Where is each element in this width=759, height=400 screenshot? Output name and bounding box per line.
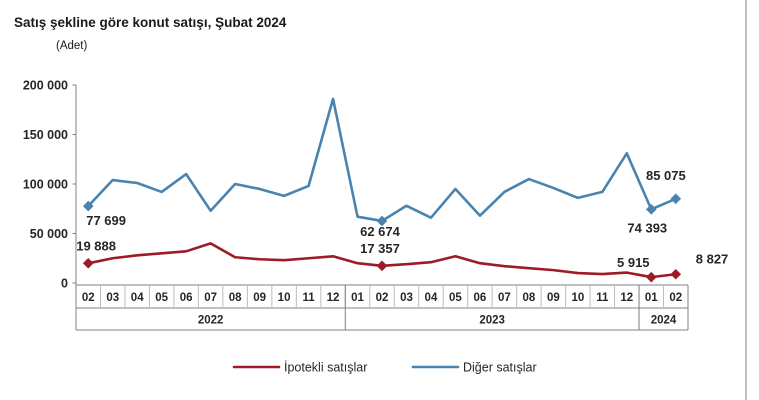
svg-text:Diğer satışlar: Diğer satışlar bbox=[463, 361, 537, 375]
svg-text:2022: 2022 bbox=[198, 315, 224, 327]
svg-text:09: 09 bbox=[547, 292, 560, 304]
svg-text:50 000: 50 000 bbox=[30, 227, 68, 241]
svg-text:74 393: 74 393 bbox=[627, 220, 667, 235]
svg-text:01: 01 bbox=[645, 292, 658, 304]
svg-text:62 674: 62 674 bbox=[360, 224, 401, 239]
svg-text:10: 10 bbox=[571, 292, 584, 304]
svg-text:2023: 2023 bbox=[479, 315, 505, 327]
svg-text:04: 04 bbox=[425, 292, 438, 304]
svg-text:5 915: 5 915 bbox=[617, 255, 650, 270]
svg-text:200 000: 200 000 bbox=[23, 79, 68, 93]
svg-text:2024: 2024 bbox=[651, 315, 677, 327]
svg-text:06: 06 bbox=[474, 292, 487, 304]
svg-text:02: 02 bbox=[669, 292, 682, 304]
svg-text:08: 08 bbox=[229, 292, 242, 304]
svg-text:05: 05 bbox=[449, 292, 462, 304]
svg-text:04: 04 bbox=[131, 292, 144, 304]
svg-text:10: 10 bbox=[278, 292, 291, 304]
svg-text:100 000: 100 000 bbox=[23, 178, 68, 192]
svg-text:06: 06 bbox=[180, 292, 193, 304]
svg-text:11: 11 bbox=[596, 292, 609, 304]
svg-text:12: 12 bbox=[620, 292, 633, 304]
svg-text:İpotekli satışlar: İpotekli satışlar bbox=[284, 361, 367, 375]
svg-text:05: 05 bbox=[155, 292, 168, 304]
svg-text:12: 12 bbox=[327, 292, 340, 304]
svg-text:02: 02 bbox=[82, 292, 95, 304]
svg-text:09: 09 bbox=[253, 292, 266, 304]
svg-text:03: 03 bbox=[106, 292, 119, 304]
svg-text:07: 07 bbox=[498, 292, 511, 304]
svg-text:19 888: 19 888 bbox=[76, 238, 116, 253]
svg-text:0: 0 bbox=[61, 277, 68, 291]
svg-text:03: 03 bbox=[400, 292, 413, 304]
svg-text:01: 01 bbox=[351, 292, 364, 304]
svg-text:02: 02 bbox=[376, 292, 389, 304]
svg-text:07: 07 bbox=[204, 292, 217, 304]
svg-text:77 699: 77 699 bbox=[86, 213, 126, 228]
svg-text:17 357: 17 357 bbox=[360, 241, 400, 256]
svg-text:08: 08 bbox=[522, 292, 535, 304]
svg-text:85 075: 85 075 bbox=[646, 168, 686, 183]
svg-text:8 827: 8 827 bbox=[696, 251, 729, 266]
svg-text:150 000: 150 000 bbox=[23, 128, 68, 142]
svg-text:11: 11 bbox=[302, 292, 315, 304]
